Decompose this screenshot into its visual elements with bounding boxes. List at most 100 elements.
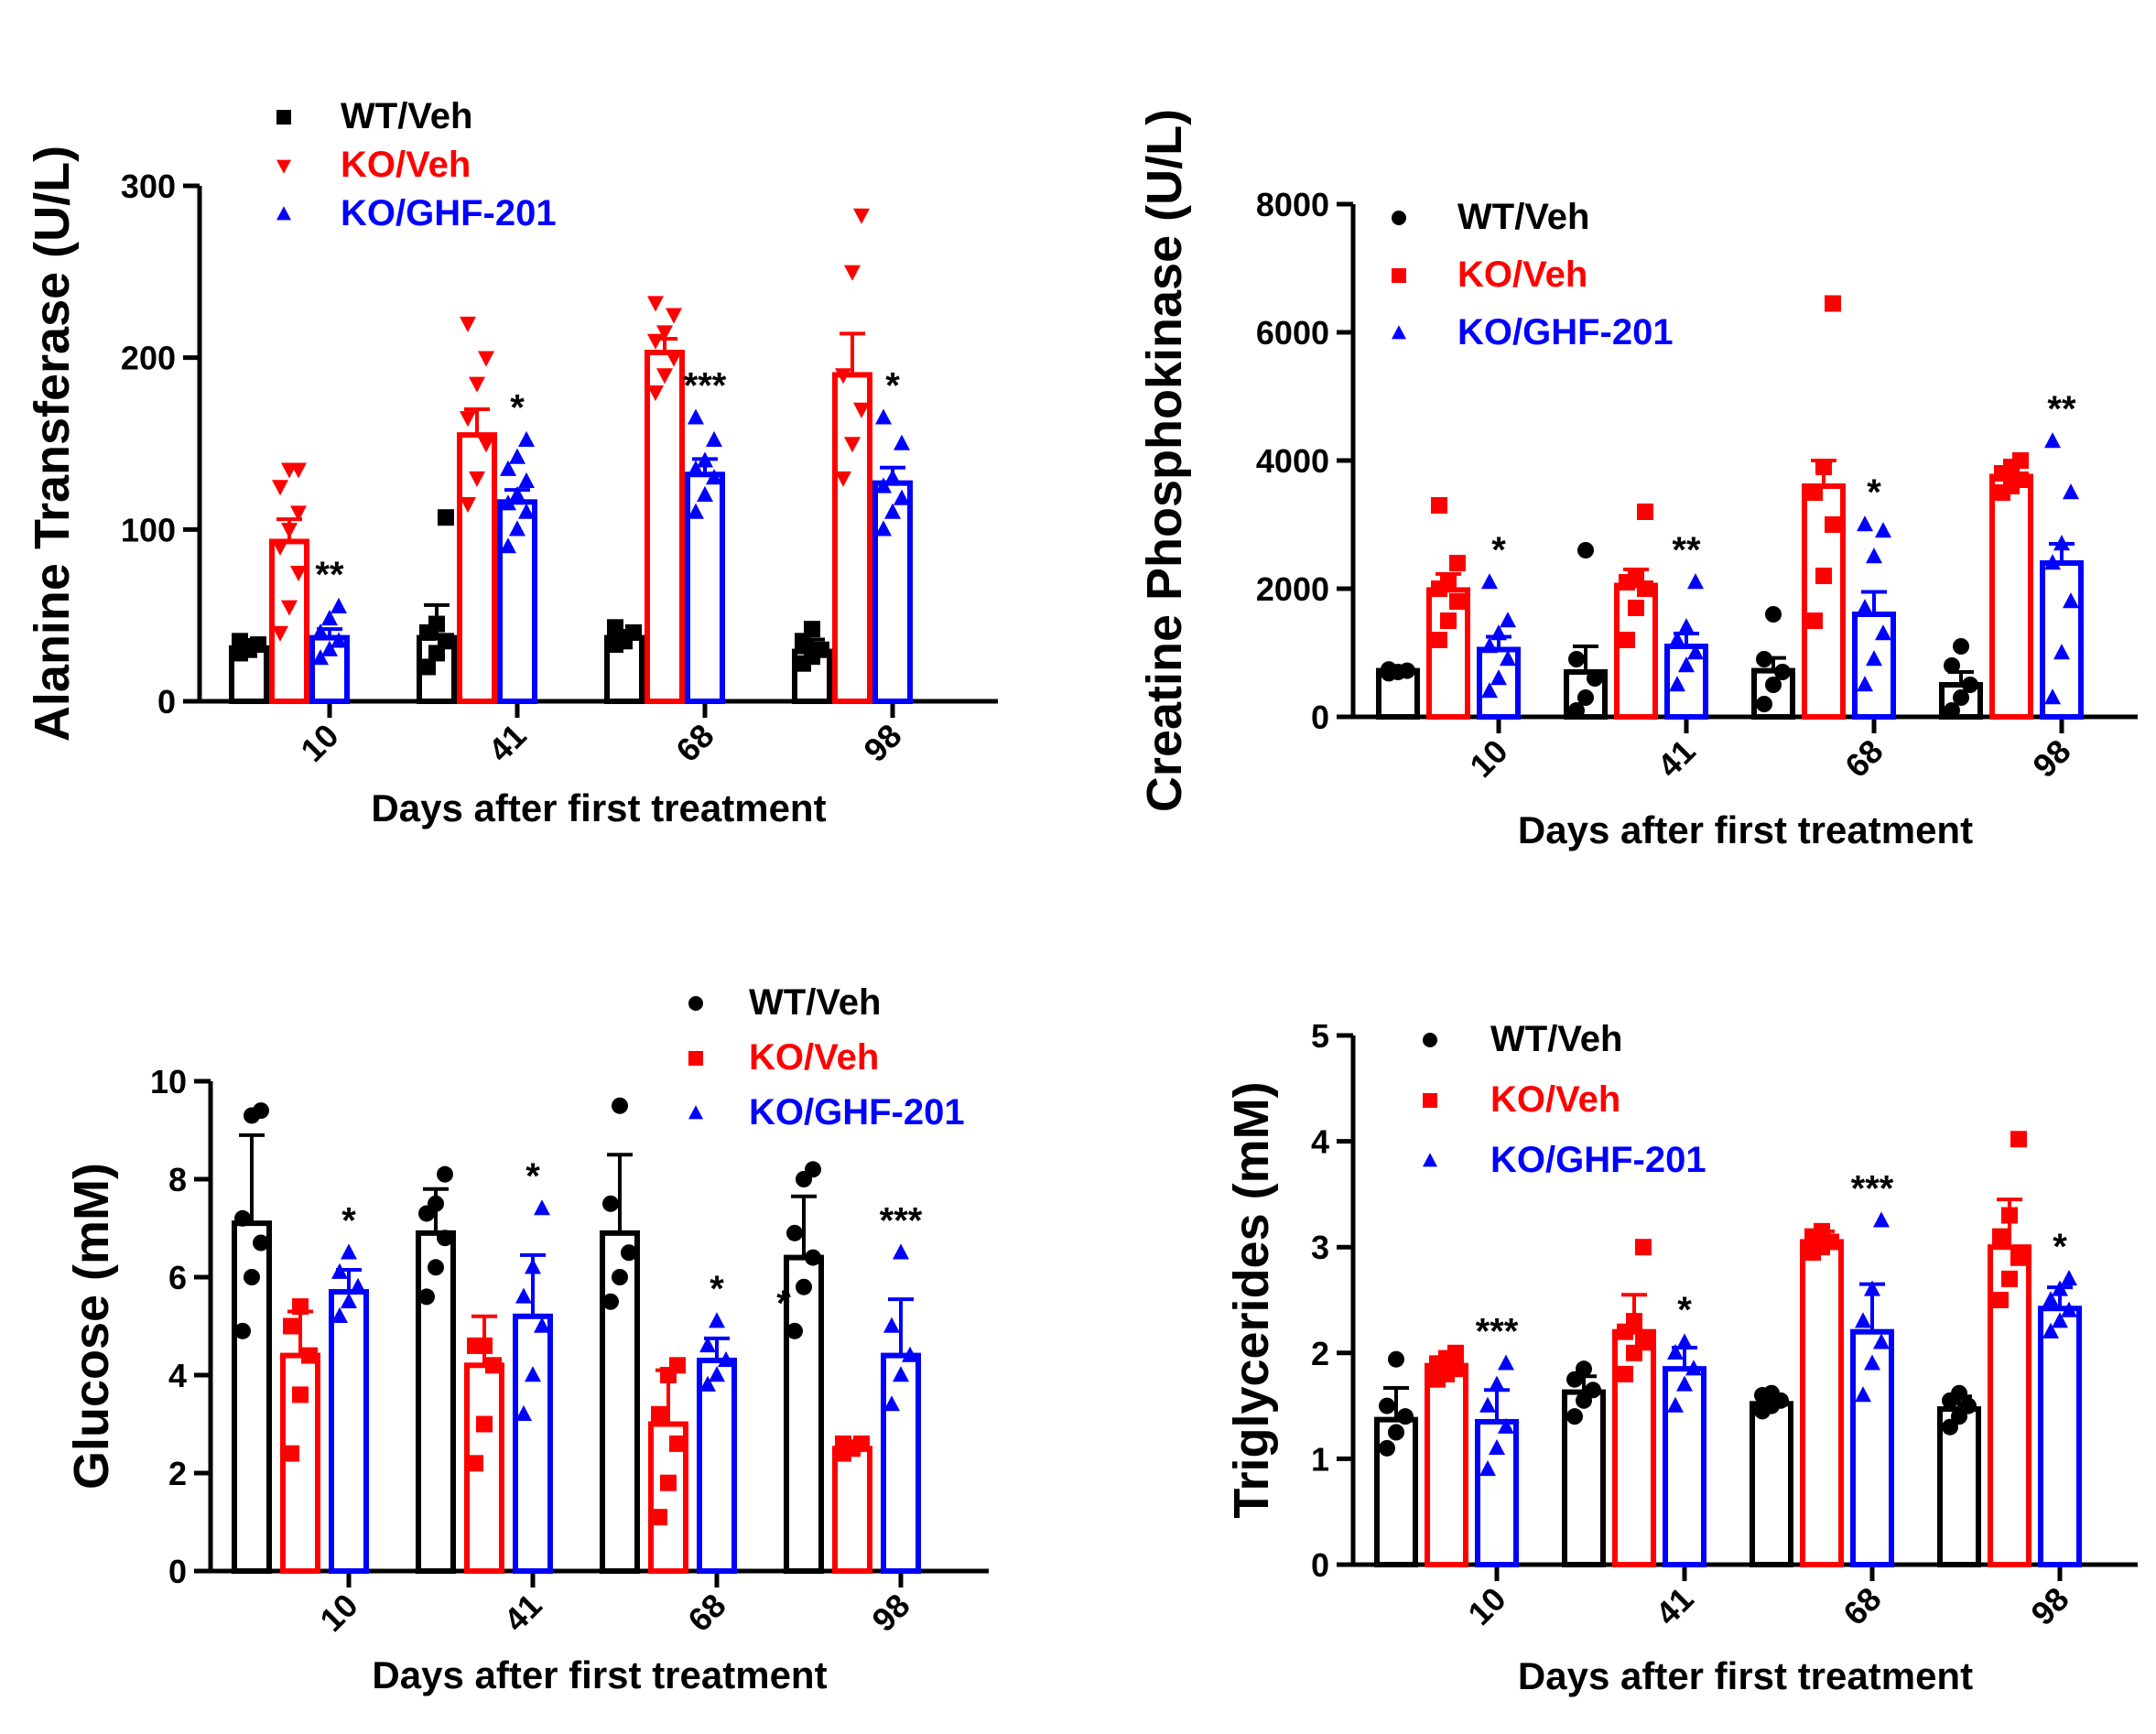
legend-marker-ko-veh (1392, 268, 1406, 283)
point-ko-ghf-201-98 (2042, 1322, 2059, 1338)
point-ko-ghf-201-68 (1857, 515, 1873, 532)
point-wt-veh-98 (786, 1224, 803, 1241)
point-ko-ghf-201-68 (699, 1337, 716, 1353)
extra-significance-mark: * (776, 1284, 791, 1324)
point-ko-ghf-201-41 (515, 1287, 532, 1304)
point-ko-ghf-201-41 (1667, 1396, 1684, 1413)
point-ko-ghf-201-98 (902, 1346, 918, 1362)
point-ko-ghf-201-41 (1669, 631, 1685, 647)
point-ko-ghf-201-68 (1875, 624, 1891, 641)
point-ko-veh-10 (1440, 574, 1457, 591)
point-ko-ghf-201-41 (515, 1404, 532, 1421)
point-ko-veh-68 (651, 1405, 667, 1423)
point-ko-veh-41 (478, 437, 494, 453)
point-ko-ghf-201-10 (1498, 1354, 1514, 1371)
point-ko-veh-41 (1635, 1239, 1652, 1256)
point-ko-ghf-201-98 (2061, 1269, 2077, 1286)
significance-mark-10: * (1491, 530, 1506, 570)
point-wt-veh-98 (796, 1278, 812, 1295)
point-ko-ghf-201-68 (1875, 522, 1891, 538)
point-ko-ghf-201-98 (893, 1366, 909, 1382)
point-wt-veh-98 (805, 1249, 821, 1266)
point-ko-ghf-201-98 (2052, 1312, 2068, 1328)
y-tick-label: 6 (168, 1259, 187, 1296)
point-wt-veh-98 (1962, 677, 1978, 693)
point-wt-veh-68 (1756, 696, 1772, 712)
legend-label-ko-veh: KO/Veh (341, 145, 471, 185)
point-wt-veh-41 (1576, 1360, 1592, 1378)
point-ko-ghf-201-68 (1873, 1211, 1890, 1228)
point-ko-ghf-201-10 (1489, 1438, 1505, 1456)
x-tick-label-68: 68 (1836, 1580, 1888, 1632)
point-wt-veh-41 (1587, 670, 1603, 687)
point-ko-veh-41 (1637, 504, 1653, 520)
point-ko-ghf-201-41 (1669, 676, 1685, 692)
point-ko-veh-10 (290, 462, 307, 479)
bar-ko-veh-10 (269, 538, 309, 704)
point-ko-veh-98 (844, 437, 861, 453)
bar-ko-ghf-201-10 (329, 1289, 369, 1575)
point-ko-ghf-201-98 (2063, 483, 2079, 500)
bar-ko-ghf-201-98 (881, 1352, 921, 1574)
y-tick-label: 8000 (1256, 186, 1329, 223)
point-ko-veh-10 (1449, 593, 1466, 610)
point-ko-ghf-201-68 (709, 1312, 725, 1328)
point-ko-ghf-201-41 (509, 520, 525, 536)
point-ko-ghf-201-41 (1687, 573, 1704, 590)
point-wt-veh-10 (1397, 1408, 1414, 1425)
point-wt-veh-68 (1765, 606, 1782, 623)
point-ko-ghf-201-98 (884, 469, 901, 485)
point-ko-ghf-201-98 (893, 1243, 909, 1260)
y-tick-label: 3 (1311, 1229, 1329, 1266)
point-ko-veh-10 (283, 1445, 299, 1462)
point-ko-veh-41 (476, 1337, 493, 1354)
point-ko-ghf-201-98 (2061, 1301, 2077, 1317)
point-ko-veh-41 (1628, 600, 1644, 616)
point-ko-ghf-201-68 (718, 1351, 734, 1368)
y-tick-label: 2000 (1256, 570, 1329, 608)
point-ko-ghf-201-41 (1678, 618, 1695, 634)
legend-label-wt-veh: WT/Veh (341, 96, 472, 136)
significance-mark-10: * (341, 1200, 356, 1241)
bar-wt-veh-41 (416, 1230, 456, 1574)
point-wt-veh-10 (253, 1234, 269, 1252)
point-ko-ghf-201-41 (1667, 1343, 1684, 1360)
point-ko-ghf-201-10 (331, 1306, 348, 1323)
point-ko-veh-10 (1431, 497, 1447, 514)
bar-wt-veh-98 (784, 1254, 824, 1574)
bar-ko-ghf-201-68 (685, 471, 725, 705)
point-wt-veh-98 (1960, 1397, 1977, 1414)
point-ko-ghf-201-41 (1685, 1360, 1702, 1376)
y-tick-label: 8 (168, 1161, 187, 1198)
y-tick-label: 0 (157, 683, 176, 721)
legend-marker-ko-veh (1423, 1093, 1437, 1108)
point-ko-veh-41 (460, 496, 476, 514)
point-ko-veh-98 (2010, 1131, 2027, 1148)
x-tick-label-10: 10 (312, 1587, 364, 1639)
bar-ko-veh-98 (832, 372, 872, 704)
y-axis-title: Alanine Transferase (U/L) (25, 146, 80, 742)
point-ko-veh-68 (1815, 568, 1832, 584)
x-axis-title: Days after first treatment (371, 786, 826, 829)
y-tick-label: 0 (1311, 1546, 1329, 1584)
significance-mark-10: ** (315, 555, 344, 595)
point-ko-veh-10 (1440, 612, 1457, 629)
legend-label-wt-veh: WT/Veh (1457, 197, 1589, 237)
x-axis-title: Days after first treatment (372, 1653, 827, 1696)
point-ko-ghf-201-10 (1479, 1460, 1496, 1477)
point-ko-ghf-201-68 (1873, 1333, 1890, 1349)
point-wt-veh-68 (1756, 651, 1772, 667)
point-ko-veh-41 (1637, 580, 1653, 597)
point-ko-ghf-201-10 (350, 1277, 366, 1294)
significance-mark-98: ** (2047, 389, 2076, 429)
point-wt-veh-98 (805, 1161, 821, 1178)
x-tick-label-68: 68 (668, 717, 720, 769)
point-ko-veh-10 (292, 1298, 309, 1316)
point-ko-veh-10 (1449, 555, 1466, 571)
x-tick-label-98: 98 (2025, 732, 2077, 785)
point-ko-ghf-201-98 (884, 503, 901, 519)
point-ko-ghf-201-68 (709, 1366, 725, 1382)
point-ko-veh-68 (1825, 516, 1841, 533)
point-wt-veh-68 (612, 1269, 628, 1285)
point-ko-ghf-201-41 (500, 537, 516, 554)
